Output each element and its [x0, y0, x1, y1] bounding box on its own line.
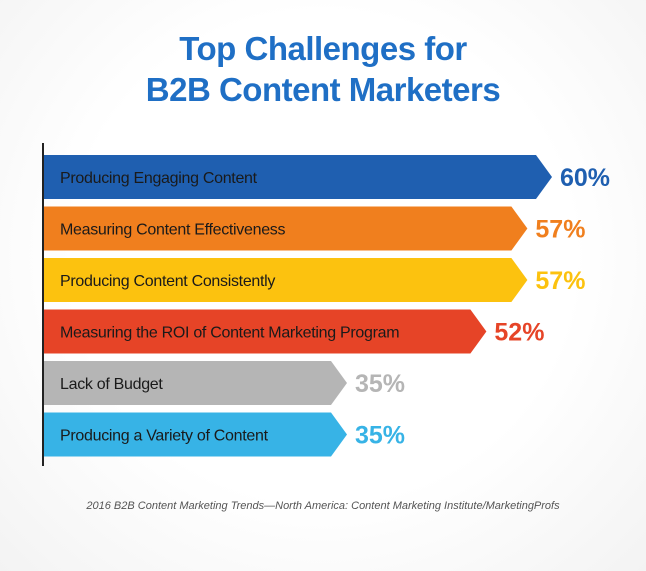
value-label-3: 57%: [535, 267, 585, 295]
category-label-4: Measuring the ROI of Content Marketing P…: [60, 325, 399, 342]
bar-5: [44, 361, 347, 405]
bar-1: [44, 155, 552, 199]
chart-title: Top Challenges for B2B Content Marketers: [0, 28, 646, 110]
value-label-6: 35%: [355, 422, 405, 450]
value-label-5: 35%: [355, 370, 405, 398]
chart-title-line-1: Top Challenges for: [179, 30, 467, 67]
category-label-6: Producing a Variety of Content: [60, 428, 269, 445]
chart-title-line-2: B2B Content Marketers: [145, 71, 501, 108]
category-label-3: Producing Content Consistently: [60, 273, 275, 290]
category-label-2: Measuring Content Effectiveness: [60, 222, 286, 239]
value-label-4: 52%: [494, 319, 544, 347]
source-note: 2016 B2B Content Marketing Trends—North …: [86, 500, 560, 512]
bar-2: [44, 206, 528, 251]
bars-layer: Producing Engaging Content 60% Measuring C…: [44, 155, 610, 457]
bar-6: [44, 412, 347, 457]
category-label-1: Producing Engaging Content: [60, 170, 258, 187]
bar-4: [44, 309, 487, 354]
value-label-1: 60%: [560, 164, 610, 192]
category-label-5: Lack of Budget: [60, 376, 163, 393]
bar-3: [44, 258, 528, 302]
value-label-2: 57%: [535, 216, 585, 244]
